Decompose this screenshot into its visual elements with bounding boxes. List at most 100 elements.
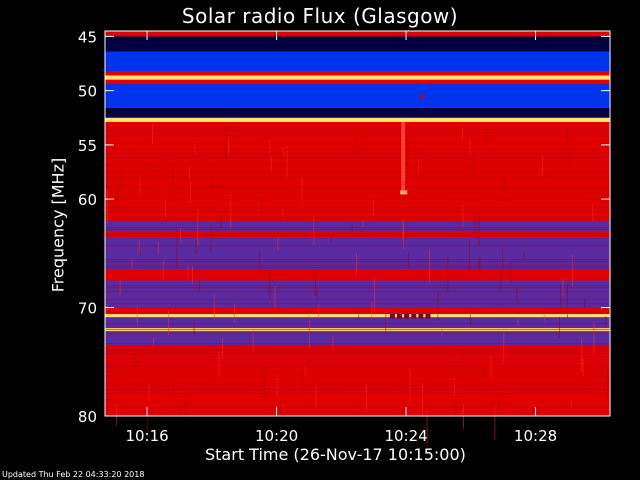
- frequency-band: [105, 51, 610, 72]
- noise-streak: [234, 303, 236, 323]
- noise-streak: [269, 139, 271, 154]
- noise-streak: [153, 337, 155, 349]
- noise-streak: [260, 194, 262, 216]
- noise-streak: [582, 358, 584, 377]
- noise-streak: [252, 329, 254, 352]
- noise-streak: [283, 147, 285, 158]
- noise-line: [105, 351, 610, 353]
- noise-streak: [358, 308, 360, 319]
- frequency-band: [105, 280, 610, 308]
- noise-streak: [462, 127, 464, 141]
- noise-streak: [269, 271, 271, 300]
- noise-streak: [516, 287, 518, 303]
- spike-feature: [420, 93, 424, 99]
- noise-line: [105, 207, 610, 209]
- noise-streak: [168, 309, 170, 336]
- plot-frame: [104, 30, 611, 417]
- noise-streak: [355, 252, 357, 276]
- noise-line: [105, 211, 610, 213]
- noise-streak: [210, 224, 212, 252]
- y-tick-label: 45: [78, 28, 97, 46]
- noise-line: [105, 233, 610, 235]
- noise-streak: [498, 393, 500, 413]
- noise-streak: [478, 212, 480, 246]
- noise-streak: [408, 251, 410, 270]
- noise-streak: [222, 337, 224, 359]
- noise-streak: [469, 138, 471, 156]
- noise-streak: [546, 172, 548, 179]
- interference-mark: [418, 313, 424, 319]
- noise-line: [105, 229, 610, 231]
- noise-streak: [301, 177, 303, 203]
- interference-mark: [396, 313, 402, 319]
- noise-line: [105, 187, 610, 189]
- noise-line: [105, 149, 610, 151]
- noise-streak: [282, 208, 284, 219]
- noise-line: [105, 353, 610, 355]
- noise-streak: [503, 332, 505, 365]
- noise-line: [105, 303, 610, 305]
- noise-line: [105, 157, 610, 159]
- noise-line: [105, 383, 610, 385]
- noise-streak: [510, 261, 512, 284]
- noise-streak: [569, 151, 571, 164]
- frequency-band: [105, 31, 610, 37]
- noise-line: [105, 129, 610, 131]
- noise-streak: [592, 204, 594, 221]
- noise-line: [105, 193, 610, 195]
- noise-streak: [409, 369, 411, 404]
- noise-streak: [478, 259, 480, 273]
- noise-streak: [429, 248, 431, 283]
- frequency-band: [105, 269, 610, 281]
- noise-streak: [437, 291, 439, 321]
- noise-line: [105, 165, 610, 167]
- noise-line: [105, 127, 610, 129]
- noise-line: [105, 227, 610, 229]
- interference-mark: [425, 313, 431, 319]
- noise-streak: [570, 401, 572, 408]
- noise-line: [105, 197, 610, 199]
- noise-line: [105, 385, 610, 387]
- x-axis-label: Start Time (26-Nov-17 10:15:00): [205, 445, 466, 464]
- noise-streak: [523, 252, 525, 261]
- noise-streak: [165, 197, 167, 218]
- noise-streak: [302, 365, 304, 394]
- noise-streak: [190, 181, 192, 204]
- frequency-band: [105, 36, 610, 52]
- noise-streak: [195, 239, 197, 254]
- noise-streak: [308, 315, 310, 348]
- y-tick-label: 80: [78, 408, 97, 426]
- noise-line: [105, 311, 610, 313]
- noise-streak: [330, 234, 332, 244]
- noise-streak: [373, 195, 375, 217]
- noise-streak: [490, 356, 492, 384]
- noise-streak: [426, 409, 428, 445]
- noise-line: [105, 287, 610, 289]
- noise-streak: [199, 272, 201, 291]
- noise-streak: [131, 258, 133, 270]
- noise-streak: [218, 351, 220, 379]
- noise-streak: [402, 219, 404, 241]
- noise-streak: [581, 338, 583, 372]
- noise-streak: [462, 349, 464, 378]
- noise-line: [105, 217, 610, 219]
- x-tick-label: 10:16: [125, 427, 168, 445]
- noise-streak: [220, 211, 222, 230]
- noise-streak: [558, 317, 560, 338]
- y-tick-label: 50: [78, 83, 97, 101]
- noise-line: [105, 361, 610, 363]
- noise-streak: [316, 289, 318, 301]
- noise-line: [105, 365, 610, 367]
- noise-line: [105, 323, 610, 325]
- frequency-band: [105, 307, 610, 315]
- noise-line: [105, 265, 610, 267]
- noise-line: [105, 399, 610, 401]
- noise-streak: [147, 406, 149, 436]
- noise-streak: [271, 156, 273, 173]
- noise-streak: [517, 319, 519, 326]
- noise-line: [105, 245, 610, 247]
- noise-streak: [213, 294, 215, 321]
- noise-streak: [469, 239, 471, 272]
- noise-streak: [593, 321, 595, 356]
